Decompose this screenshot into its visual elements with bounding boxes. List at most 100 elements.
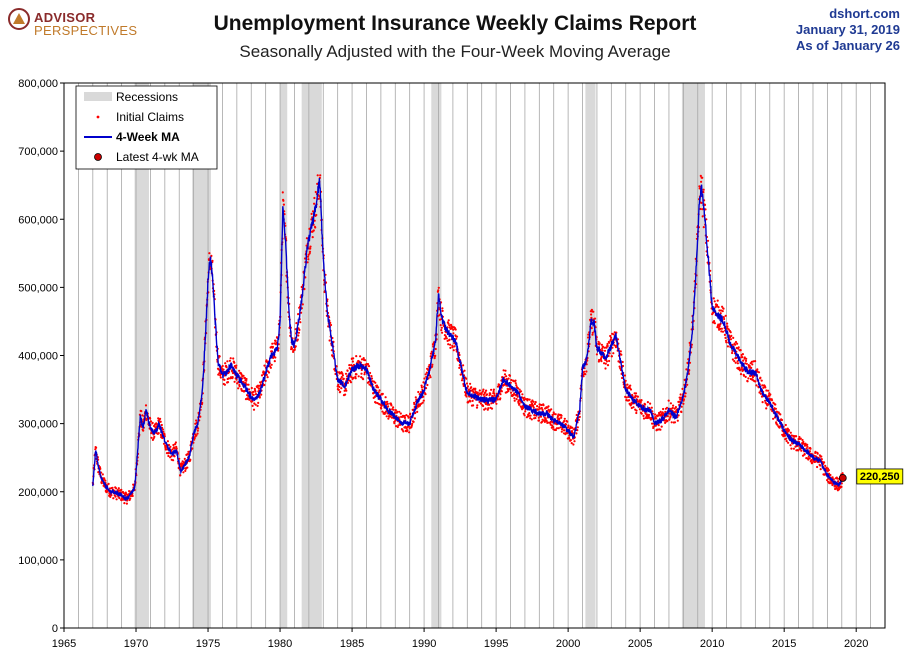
- initial-claims-point: [655, 417, 658, 420]
- initial-claims-point: [606, 342, 609, 346]
- initial-claims-point: [518, 402, 521, 405]
- initial-claims-point: [829, 473, 832, 477]
- initial-claims-point: [563, 417, 566, 420]
- initial-claims-point: [413, 403, 416, 406]
- initial-claims-point: [222, 368, 225, 371]
- initial-claims-point: [374, 381, 377, 384]
- initial-claims-point: [701, 208, 704, 211]
- initial-claims-point: [669, 415, 672, 418]
- initial-claims-point: [756, 368, 759, 371]
- initial-claims-point: [526, 398, 529, 401]
- initial-claims-point: [563, 419, 566, 423]
- initial-claims-point: [577, 418, 581, 421]
- initial-claims-point: [569, 439, 573, 442]
- initial-claims-point: [704, 208, 707, 211]
- initial-claims-point: [384, 396, 387, 399]
- initial-claims-point: [367, 365, 371, 368]
- initial-claims-point: [518, 388, 521, 391]
- initial-claims-point: [779, 413, 782, 416]
- initial-claims-point: [612, 352, 615, 355]
- initial-claims-point: [377, 391, 380, 394]
- initial-claims-point: [316, 182, 319, 185]
- initial-claims-point: [716, 299, 719, 302]
- initial-claims-point: [360, 358, 364, 361]
- initial-claims-point: [583, 370, 586, 373]
- initial-claims-point: [634, 392, 638, 395]
- source-block: dshort.com January 31, 2019 As of Januar…: [796, 6, 900, 54]
- initial-claims-point: [196, 429, 199, 432]
- initial-claims-point: [117, 489, 120, 492]
- initial-claims-point: [635, 411, 638, 415]
- initial-claims-point: [128, 490, 131, 493]
- initial-claims-point: [651, 422, 654, 425]
- initial-claims-point: [546, 421, 549, 424]
- initial-claims-point: [381, 392, 384, 395]
- initial-claims-point: [340, 376, 343, 379]
- initial-claims-point: [723, 333, 727, 336]
- initial-claims-point: [783, 434, 787, 437]
- initial-claims-point: [274, 339, 277, 342]
- initial-claims-point: [806, 443, 809, 446]
- initial-claims-point: [122, 492, 125, 495]
- initial-claims-point: [350, 376, 353, 379]
- initial-claims-point: [702, 191, 705, 194]
- initial-claims-point: [234, 366, 238, 369]
- initial-claims-point: [117, 487, 120, 490]
- initial-claims-point: [364, 359, 367, 362]
- initial-claims-point: [424, 373, 427, 376]
- initial-claims-point: [233, 361, 236, 364]
- initial-claims-point: [211, 259, 214, 262]
- initial-claims-point: [282, 199, 285, 202]
- initial-claims-point: [515, 398, 518, 401]
- initial-claims-point: [363, 371, 366, 374]
- y-tick-label: 0: [52, 623, 58, 635]
- initial-claims-point: [523, 414, 526, 417]
- initial-claims-point: [405, 427, 408, 430]
- x-tick-label: 1965: [52, 638, 76, 650]
- initial-claims-point: [560, 414, 563, 417]
- initial-claims-point: [441, 307, 444, 310]
- initial-claims-point: [454, 328, 457, 331]
- initial-claims-point: [797, 449, 800, 452]
- initial-claims-point: [770, 408, 773, 411]
- initial-claims-point: [554, 428, 558, 432]
- initial-claims-point: [242, 374, 245, 377]
- advisor-perspectives-logo: ADVISOR PERSPECTIVES: [8, 6, 168, 46]
- initial-claims-point: [551, 424, 554, 427]
- initial-claims-point: [605, 360, 609, 363]
- initial-claims-point: [559, 426, 562, 429]
- initial-claims-point: [129, 497, 132, 500]
- initial-claims-point: [354, 377, 357, 380]
- initial-claims-point: [271, 345, 274, 348]
- initial-claims-point: [359, 355, 362, 358]
- initial-claims-point: [349, 381, 353, 384]
- initial-claims-point: [680, 410, 683, 414]
- initial-claims-point: [800, 449, 803, 452]
- initial-claims-point: [699, 174, 702, 177]
- initial-claims-point: [515, 384, 518, 387]
- initial-claims-point: [680, 405, 683, 408]
- initial-claims-point: [682, 402, 685, 405]
- initial-claims-point: [593, 317, 597, 320]
- initial-claims-point: [529, 417, 532, 420]
- initial-claims-point: [412, 420, 415, 423]
- initial-claims-point: [367, 363, 370, 366]
- initial-claims-point: [698, 185, 701, 188]
- initial-claims-point: [802, 442, 805, 445]
- initial-claims-point: [449, 343, 452, 346]
- initial-claims-point: [420, 386, 423, 389]
- initial-claims-point: [618, 365, 621, 368]
- initial-claims-point: [375, 384, 379, 387]
- initial-claims-point: [625, 396, 628, 399]
- initial-claims-point: [293, 348, 296, 351]
- initial-claims-point: [550, 408, 553, 411]
- initial-claims-point: [566, 420, 569, 423]
- initial-claims-point: [295, 322, 298, 325]
- initial-claims-point: [598, 342, 601, 345]
- initial-claims-point: [439, 324, 442, 327]
- initial-claims-point: [484, 407, 487, 410]
- initial-claims-point: [131, 494, 134, 498]
- initial-claims-point: [125, 493, 128, 496]
- logo-line-2: PERSPECTIVES: [34, 23, 138, 38]
- initial-claims-point: [153, 435, 156, 438]
